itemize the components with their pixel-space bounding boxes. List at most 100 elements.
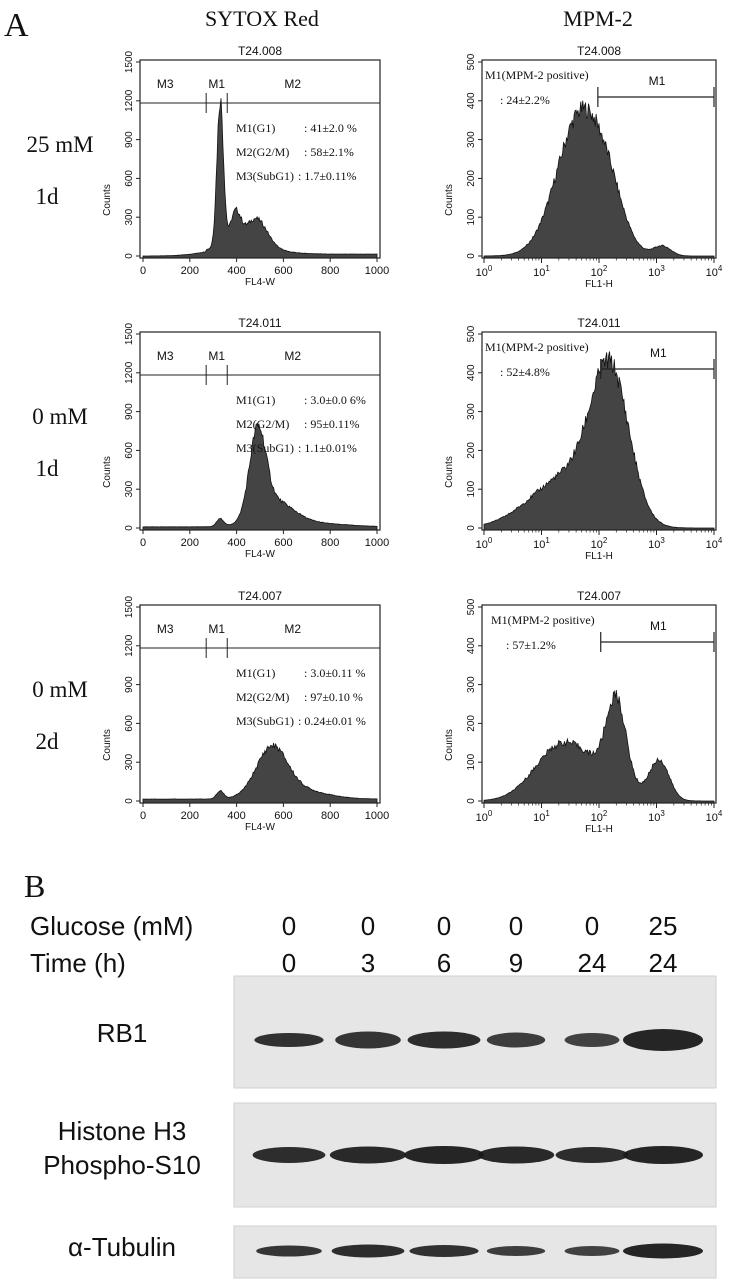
blot-band	[329, 1146, 407, 1164]
stat-name: M1(G1)	[236, 393, 275, 407]
y-tick-label: 300	[466, 131, 477, 148]
x-tick-label: 101	[533, 536, 550, 551]
y-tick-label: 900	[124, 676, 135, 693]
time-value: 6	[437, 948, 451, 978]
y-tick-label: 1500	[124, 50, 135, 73]
y-tick-label: 1500	[124, 322, 135, 345]
y-tick-label: 1500	[124, 595, 135, 618]
x-tick-label: 1000	[365, 810, 389, 822]
stat-value: : 1.1±0.01%	[298, 441, 357, 455]
stat-value: : 41±2.0 %	[304, 121, 357, 135]
x-tick-label: 800	[321, 265, 339, 277]
condition-label: 0 mM	[32, 404, 88, 429]
positive-label: M1(MPM-2 positive)	[485, 340, 589, 354]
y-tick-label: 900	[124, 403, 135, 420]
tick-exponent: 1	[545, 536, 550, 545]
plot-title: T24.008	[238, 44, 282, 58]
blot-label: α-Tubulin	[68, 1232, 176, 1262]
x-tick-label: 200	[181, 265, 199, 277]
y-tick-label: 1200	[124, 89, 135, 112]
x-tick-label: 101	[533, 809, 550, 824]
y-tick-label: 0	[124, 253, 135, 259]
x-tick-label: 600	[274, 810, 292, 822]
gate-label: M3	[157, 622, 174, 636]
tick-exponent: 2	[603, 536, 608, 545]
gate-label: M2	[284, 77, 301, 91]
time-value: 24	[649, 948, 678, 978]
panel-label: B	[24, 868, 45, 904]
y-axis-label: Counts	[102, 729, 113, 761]
gate-label: M2	[284, 622, 301, 636]
y-tick-label: 300	[124, 480, 135, 497]
blot-label: RB1	[97, 1018, 148, 1048]
blot-band	[623, 1029, 703, 1051]
x-tick-label: 0	[140, 537, 146, 549]
tick-base: 10	[706, 812, 718, 824]
plot-title: T24.011	[238, 316, 281, 330]
tick-base: 10	[706, 267, 718, 279]
tick-base: 10	[533, 539, 545, 551]
tick-exponent: 3	[660, 536, 665, 545]
plot-title: T24.011	[577, 316, 620, 330]
time-value: 0	[282, 948, 296, 978]
duration-label: 1d	[36, 184, 60, 209]
stat-value: : 0.24±0.01 %	[298, 714, 366, 728]
stat-name: M3(SubG1)	[236, 441, 294, 455]
y-tick-label: 100	[466, 753, 477, 770]
y-axis-label: Counts	[102, 456, 113, 488]
x-axis-label: FL4-W	[245, 822, 276, 833]
gate-label: M1	[650, 346, 667, 360]
tick-base: 10	[706, 539, 718, 551]
y-tick-label: 300	[124, 753, 135, 770]
y-tick-label: 600	[124, 442, 135, 459]
x-tick-label: 100	[476, 264, 493, 279]
blot-band	[477, 1146, 555, 1164]
y-tick-label: 0	[466, 253, 477, 259]
gate-label: M3	[157, 349, 174, 363]
stat-value: : 95±0.11%	[304, 417, 359, 431]
y-tick-label: 0	[124, 798, 135, 804]
blot-band	[404, 1146, 484, 1164]
y-tick-label: 200	[466, 442, 477, 459]
blot-band	[564, 1246, 620, 1256]
tick-base: 10	[591, 539, 603, 551]
histogram	[483, 100, 715, 259]
stat-value: : 3.0±0.11 %	[304, 666, 365, 680]
blot-band	[256, 1245, 322, 1257]
x-tick-label: 0	[140, 810, 146, 822]
y-tick-label: 100	[466, 480, 477, 497]
tick-exponent: 2	[603, 264, 608, 273]
x-tick-label: 100	[476, 536, 493, 551]
x-tick-label: 100	[476, 809, 493, 824]
x-axis-label: FL1-H	[585, 279, 613, 290]
tick-exponent: 1	[545, 809, 550, 818]
stat-value: : 58±2.1%	[304, 145, 354, 159]
gate-label: M1	[208, 77, 225, 91]
tick-exponent: 4	[718, 536, 723, 545]
x-tick-label: 400	[227, 265, 245, 277]
glucose-value: 0	[585, 911, 599, 941]
histogram	[142, 742, 378, 804]
blot-band	[486, 1246, 546, 1256]
y-tick-label: 200	[466, 170, 477, 187]
x-tick-label: 103	[648, 809, 665, 824]
gate-label: M1	[208, 622, 225, 636]
x-tick-label: 104	[706, 809, 723, 824]
stat-name: M3(SubG1)	[236, 714, 294, 728]
column-header: MPM-2	[563, 6, 633, 31]
x-tick-label: 102	[591, 264, 608, 279]
histogram	[142, 98, 378, 259]
x-tick-label: 103	[648, 264, 665, 279]
y-tick-label: 600	[124, 170, 135, 187]
stat-name: M3(SubG1)	[236, 169, 294, 183]
tick-exponent: 4	[718, 809, 723, 818]
tick-base: 10	[648, 812, 660, 824]
x-tick-label: 400	[227, 810, 245, 822]
blot-band	[407, 1031, 481, 1049]
time-value: 3	[361, 948, 375, 978]
row-label: Time (h)	[30, 948, 126, 978]
y-tick-label: 0	[466, 798, 477, 804]
y-tick-label: 100	[466, 208, 477, 225]
gate-label: M1	[650, 619, 667, 633]
y-tick-label: 0	[466, 525, 477, 531]
